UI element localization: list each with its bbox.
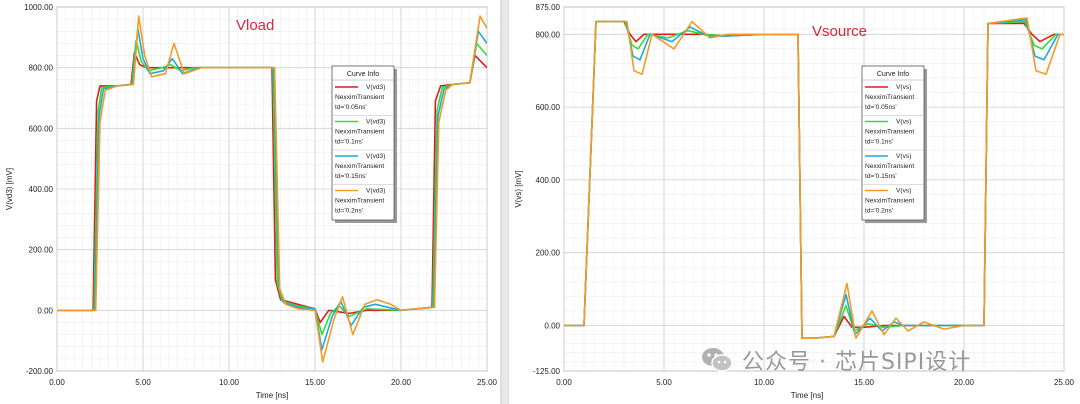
x-tick-label: 0.00: [556, 378, 572, 387]
series-line-2: [57, 39, 487, 336]
legend-entry-name: V(vd3): [366, 84, 385, 91]
series-line-4: [564, 17, 1064, 340]
series-line-4: [57, 15, 487, 363]
legend-entry-param: td='0.2ns': [865, 208, 893, 215]
x-tick-label: 5.00: [656, 378, 672, 387]
y-tick-label: -125.00: [533, 367, 561, 376]
x-tick-label: 20.00: [391, 378, 412, 387]
chart-vload: 0.00 5.00 10.00 15.00 20.00 25.00 -200.00 0.00 2…: [5, 3, 498, 400]
legend-entry-param: td='0.15ns': [865, 173, 897, 180]
legend-entry-source: NexximTransient: [335, 129, 384, 136]
legend-entry-param: td='0.15ns': [335, 173, 367, 180]
y-axis-label: V(vd3) [mV]: [5, 168, 14, 210]
legend-entry-name: V(vs): [896, 188, 911, 195]
legend-entry-source: NexximTransient: [335, 198, 384, 205]
x-axis-label: Time [ns]: [791, 391, 824, 400]
legend-entry-name: V(vs): [896, 153, 911, 160]
chart-vsource: 0.00 5.00 10.00 15.00 20.00 25.00 -125.00 0.00 2…: [514, 3, 1075, 400]
panel-gutter: [502, 0, 508, 404]
legend-entry-source: NexximTransient: [865, 198, 914, 205]
y-tick-label: 800.00: [29, 64, 54, 73]
legend-title: Curve Info: [877, 71, 909, 78]
y-tick-label: 1000.00: [24, 3, 53, 12]
legend-entry-param: td='0.1ns': [865, 139, 893, 146]
y-tick-label: -200.00: [26, 367, 54, 376]
y-tick-label: 875.00: [536, 3, 561, 12]
x-tick-label: 25.00: [477, 378, 498, 387]
y-tick-label: 0.00: [544, 322, 560, 331]
y-tick-label: 800.00: [536, 30, 561, 39]
wechat-icon: [700, 343, 734, 377]
y-tick-label: 600.00: [29, 124, 54, 133]
legend-entry-source: NexximTransient: [865, 163, 914, 170]
legend-entry-param: td='0.1ns': [335, 139, 363, 146]
legend-entry-source: NexximTransient: [335, 163, 384, 170]
watermark-text: 公众号 · 芯片SIPI设计: [742, 350, 972, 375]
legend-entry-param: td='0.2ns': [335, 208, 363, 215]
legend-entry-name: V(vd3): [366, 188, 385, 195]
watermark: 公众号 · 芯片SIPI设计: [700, 340, 1060, 380]
x-tick-label: 15.00: [854, 378, 875, 387]
y-tick-label: 400.00: [536, 176, 561, 185]
x-axis-label: Time [ns]: [256, 391, 289, 400]
x-tick-label: 10.00: [754, 378, 775, 387]
y-tick-label: 200.00: [536, 249, 561, 258]
legend-box: [331, 65, 395, 221]
x-tick-label: 20.00: [954, 378, 975, 387]
chart-title: Vsource: [812, 23, 867, 40]
y-tick-label: 600.00: [536, 103, 561, 112]
legend-entry-param: td='0.05ns': [335, 104, 367, 111]
y-tick-label: 400.00: [29, 185, 54, 194]
x-tick-label: 0.00: [49, 378, 65, 387]
legend-entry-name: V(vd3): [366, 119, 385, 126]
legend-entry-source: NexximTransient: [335, 94, 384, 101]
x-tick-label: 5.00: [135, 378, 151, 387]
legend-entry-param: td='0.05ns': [865, 104, 897, 111]
x-tick-label: 15.00: [305, 378, 326, 387]
legend-entry-name: V(vs): [896, 119, 911, 126]
legend-title: Curve Info: [347, 71, 379, 78]
y-tick-label: 0.00: [37, 306, 53, 315]
y-axis-label: V(vs) [mV]: [514, 170, 523, 207]
x-tick-label: 10.00: [219, 378, 240, 387]
y-tick-label: 200.00: [29, 246, 54, 255]
legend-entry-source: NexximTransient: [865, 129, 914, 136]
legend-entry-name: V(vs): [896, 84, 911, 91]
chart-title: Vload: [236, 17, 274, 34]
x-tick-label: 25.00: [1054, 378, 1075, 387]
legend-entry-source: NexximTransient: [865, 94, 914, 101]
legend-entry-name: V(vd3): [366, 153, 385, 160]
legend-box: [861, 65, 925, 221]
